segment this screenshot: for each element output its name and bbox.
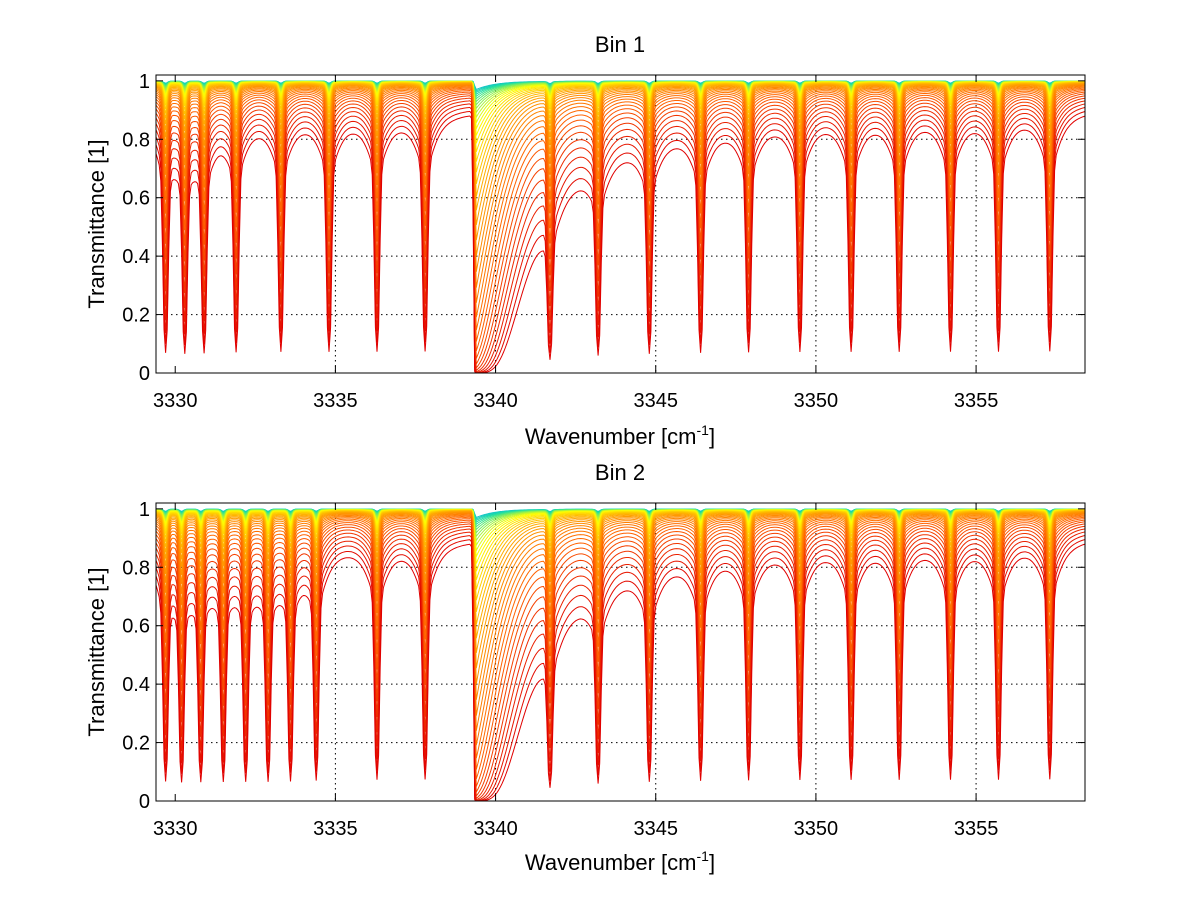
x-tick-label: 3335 — [313, 818, 358, 840]
series-line — [155, 519, 1086, 787]
series-line — [155, 528, 1086, 801]
x-tick-label: 3355 — [954, 390, 999, 412]
axes-frame — [155, 502, 1086, 802]
series-line — [155, 93, 1086, 366]
series-line — [155, 85, 1086, 288]
series-line — [155, 512, 1086, 716]
series-line — [155, 543, 1086, 802]
y-tick-label: 0.8 — [122, 557, 150, 579]
x-tick-label: 3345 — [633, 818, 678, 840]
series-line — [155, 514, 1086, 746]
series-line — [155, 97, 1086, 372]
series-line — [155, 100, 1086, 373]
series-line — [155, 515, 1086, 759]
x-tick-label: 3345 — [633, 390, 678, 412]
y-tick-label: 0.6 — [122, 188, 150, 210]
y-tick-label: 0.4 — [122, 246, 150, 268]
series-line — [155, 91, 1086, 359]
series-line — [155, 103, 1086, 374]
series-line — [155, 110, 1086, 374]
y-axis-label: Transmittance [1] — [84, 139, 109, 308]
y-tick-label: 0.2 — [122, 305, 150, 327]
series-line — [155, 106, 1086, 374]
x-tick-label: 3350 — [794, 390, 839, 412]
subplot-title: Bin 2 — [595, 460, 645, 485]
series-line — [155, 516, 1086, 770]
y-tick-label: 0.4 — [122, 674, 150, 696]
series-line — [155, 88, 1086, 342]
series-line — [155, 523, 1086, 798]
series-line — [155, 82, 1086, 225]
x-tick-label: 3340 — [473, 818, 518, 840]
x-axis-label: Wavenumber [cm-1] — [525, 422, 715, 449]
x-tick-label: 3340 — [473, 390, 518, 412]
series-line — [155, 83, 1086, 256]
x-tick-label: 3355 — [954, 818, 999, 840]
y-tick-label: 0 — [139, 363, 150, 385]
series-line — [155, 535, 1086, 802]
y-axis-label: Transmittance [1] — [84, 567, 109, 736]
subplot-bin-1: Bin 1 3330 3335 3340 3345 3350 3355 0 0.2 0.4 0.6… — [84, 32, 1086, 449]
x-tick-label: 3330 — [153, 818, 198, 840]
subplot-bin-2: Bin 2 3330 3335 3340 3345 3350 3355 0 0.2 0.4 0.6… — [84, 460, 1086, 875]
x-axis-label: Wavenumber [cm-1] — [525, 848, 715, 875]
series-line — [155, 84, 1085, 272]
series-line — [155, 525, 1086, 800]
tick-labels: 3330 3335 3340 3345 3350 3355 0 0.2 0.4 0.6 0.8 1 — [122, 71, 1085, 412]
series-line — [155, 511, 1086, 684]
x-tick-label: 3350 — [794, 818, 839, 840]
series-line — [155, 539, 1086, 802]
y-tick-label: 0.8 — [122, 129, 150, 151]
y-tick-label: 1 — [139, 71, 150, 93]
series-line — [155, 85, 1086, 303]
series-line — [155, 518, 1086, 780]
tick-labels: 3330 3335 3340 3345 3350 3355 0 0.2 0.4 0.6 0.8 1 — [122, 499, 1085, 840]
series-line — [155, 513, 1086, 731]
series-lines — [155, 508, 1086, 802]
axes-frame — [155, 74, 1086, 374]
series-line — [155, 531, 1086, 802]
series-line — [155, 511, 1086, 669]
x-tick-label: 3335 — [313, 390, 358, 412]
series-line — [155, 86, 1086, 318]
y-tick-label: 0.6 — [122, 616, 150, 638]
x-tick-label: 3330 — [153, 390, 198, 412]
series-line — [155, 512, 1085, 700]
series-line — [155, 83, 1086, 241]
series-lines — [155, 80, 1086, 374]
series-line — [155, 115, 1086, 374]
y-tick-label: 1 — [139, 499, 150, 521]
series-line — [155, 95, 1086, 370]
series-line — [155, 521, 1086, 794]
y-tick-label: 0 — [139, 791, 150, 813]
subplot-title: Bin 1 — [595, 32, 645, 57]
series-line — [155, 510, 1086, 653]
series-line — [155, 89, 1086, 352]
series-line — [155, 87, 1086, 331]
y-tick-label: 0.2 — [122, 733, 150, 755]
